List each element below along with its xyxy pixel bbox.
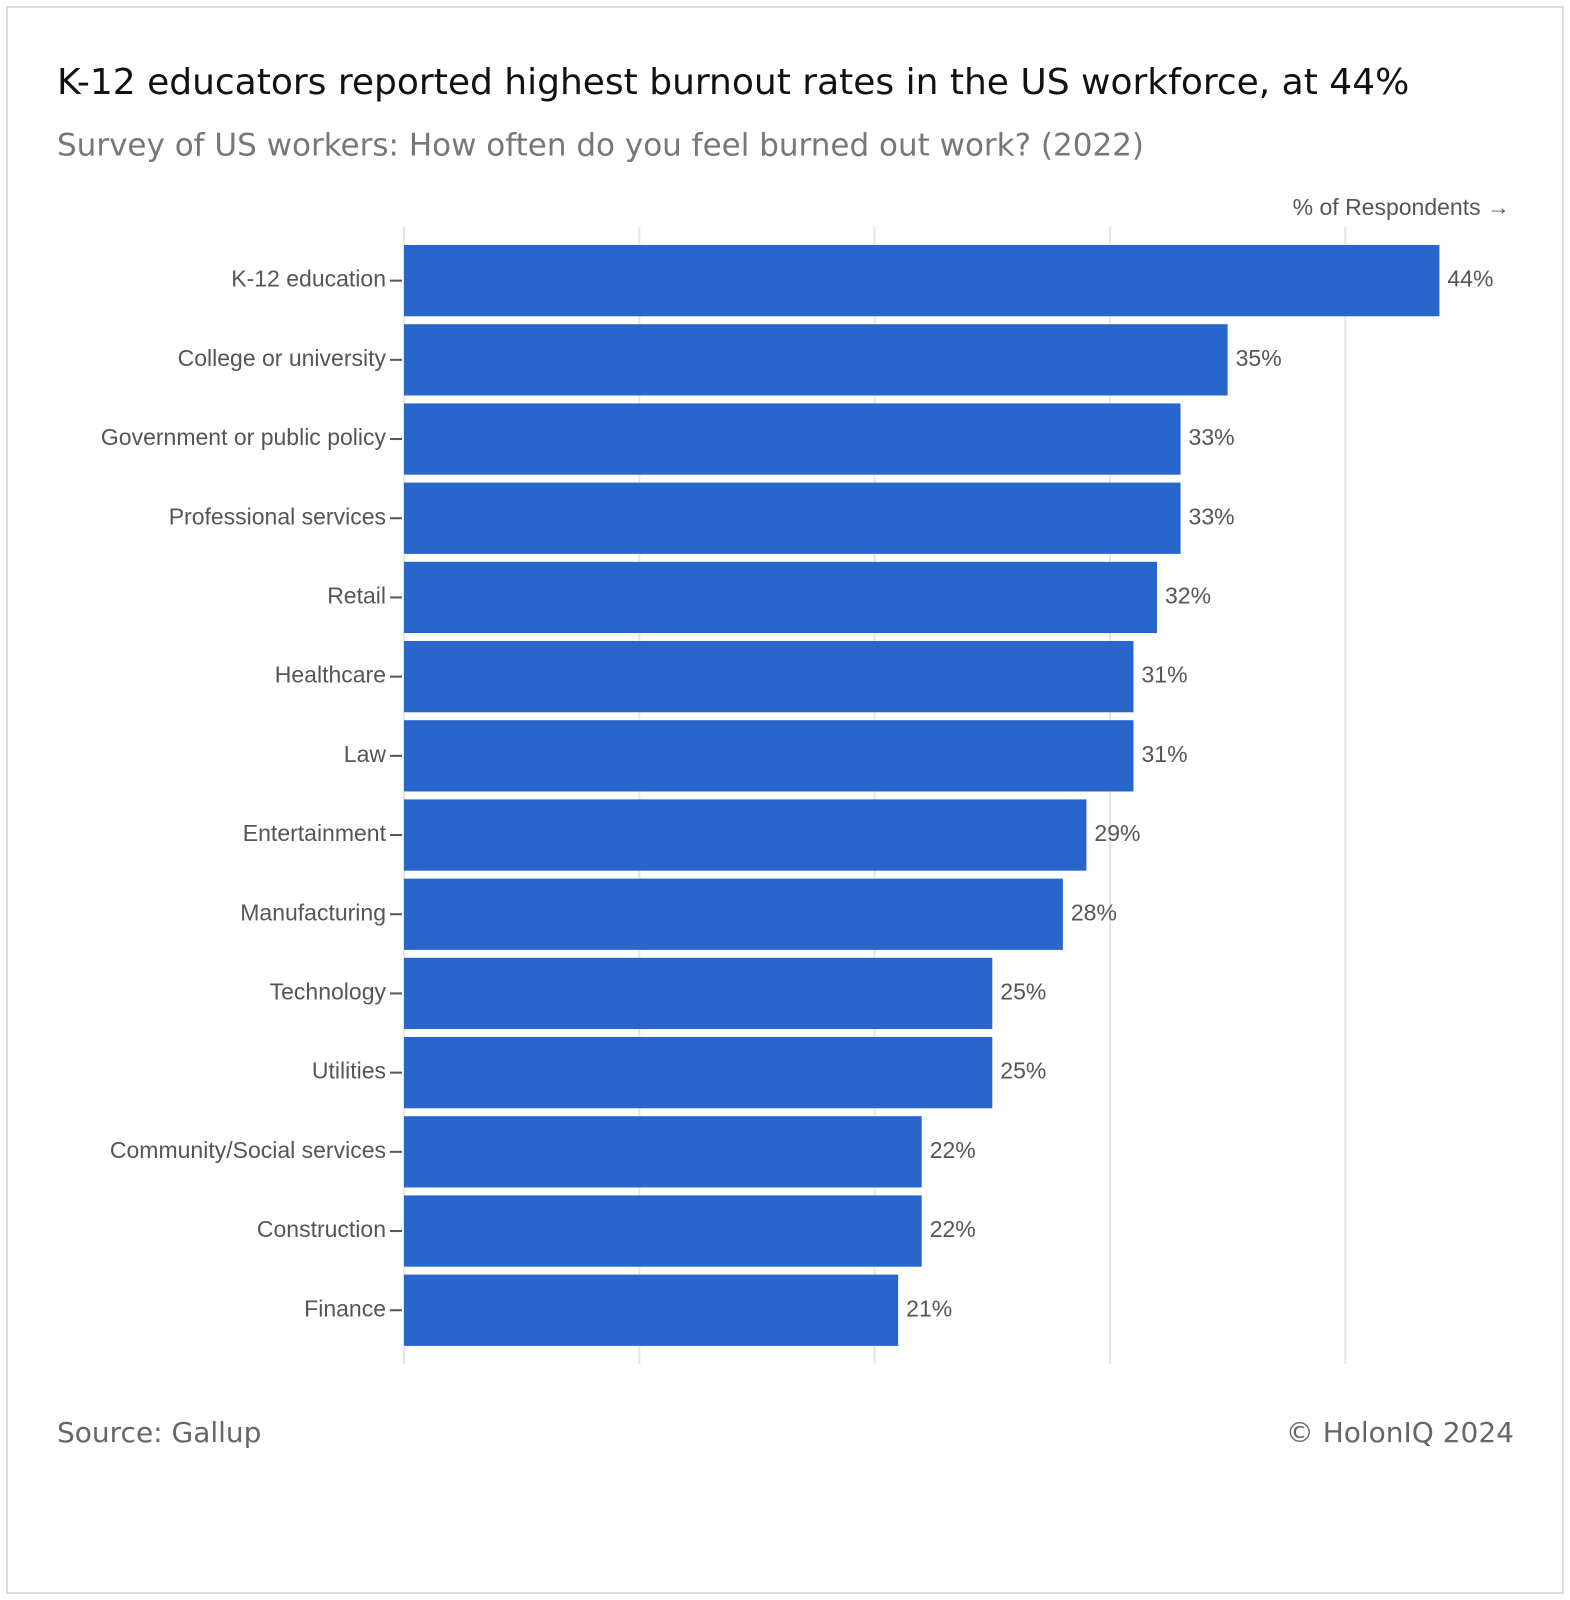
- bar: [404, 1116, 922, 1188]
- bar: [404, 245, 1440, 317]
- value-label: 29%: [1094, 820, 1140, 846]
- value-label: 25%: [1000, 979, 1046, 1005]
- source: Source: Gallup: [57, 1416, 261, 1449]
- chart-title: K-12 educators reported highest burnout …: [57, 62, 1409, 103]
- y-tick-label: Manufacturing: [240, 899, 386, 925]
- bar: [404, 1274, 899, 1346]
- y-tick-label: Retail: [327, 583, 386, 609]
- y-tick-label: College or university: [178, 345, 387, 371]
- value-label: 21%: [906, 1295, 952, 1321]
- y-tick-label: Professional services: [169, 503, 386, 529]
- value-label: 28%: [1071, 899, 1117, 925]
- y-tick-label: Utilities: [312, 1058, 386, 1084]
- bar: [404, 878, 1063, 950]
- value-label: 44%: [1447, 266, 1493, 292]
- bar: [404, 957, 993, 1030]
- value-label: 31%: [1141, 662, 1187, 688]
- value-label: 22%: [930, 1216, 976, 1242]
- value-label: 32%: [1165, 583, 1211, 609]
- y-tick-label: Community/Social services: [110, 1137, 386, 1163]
- y-tick-label: Healthcare: [275, 662, 386, 688]
- bar: [404, 324, 1228, 396]
- y-tick-label: Entertainment: [243, 820, 387, 846]
- credit: © HolonIQ 2024: [1286, 1416, 1514, 1449]
- y-tick-label: Finance: [304, 1295, 386, 1321]
- y-tick-label: Construction: [257, 1216, 386, 1242]
- value-label: 31%: [1141, 741, 1187, 767]
- axis-label: % of Respondents →: [1293, 194, 1510, 220]
- bar: [404, 720, 1134, 792]
- bar: [404, 561, 1158, 634]
- bar: [404, 641, 1134, 713]
- value-label: 33%: [1189, 503, 1235, 529]
- bar: [404, 1037, 993, 1109]
- bar: [404, 1195, 922, 1267]
- y-tick-label: Technology: [270, 979, 387, 1005]
- value-label: 25%: [1000, 1058, 1046, 1084]
- y-tick-label: K-12 education: [231, 266, 386, 292]
- bar: [404, 403, 1181, 475]
- chart-subtitle: Survey of US workers: How often do you f…: [57, 128, 1144, 164]
- bar: [404, 482, 1181, 554]
- bar: [404, 799, 1087, 871]
- value-label: 33%: [1189, 424, 1235, 450]
- value-label: 35%: [1236, 345, 1282, 371]
- y-tick-label: Government or public policy: [101, 424, 387, 450]
- y-tick-label: Law: [344, 741, 387, 767]
- value-label: 22%: [930, 1137, 976, 1163]
